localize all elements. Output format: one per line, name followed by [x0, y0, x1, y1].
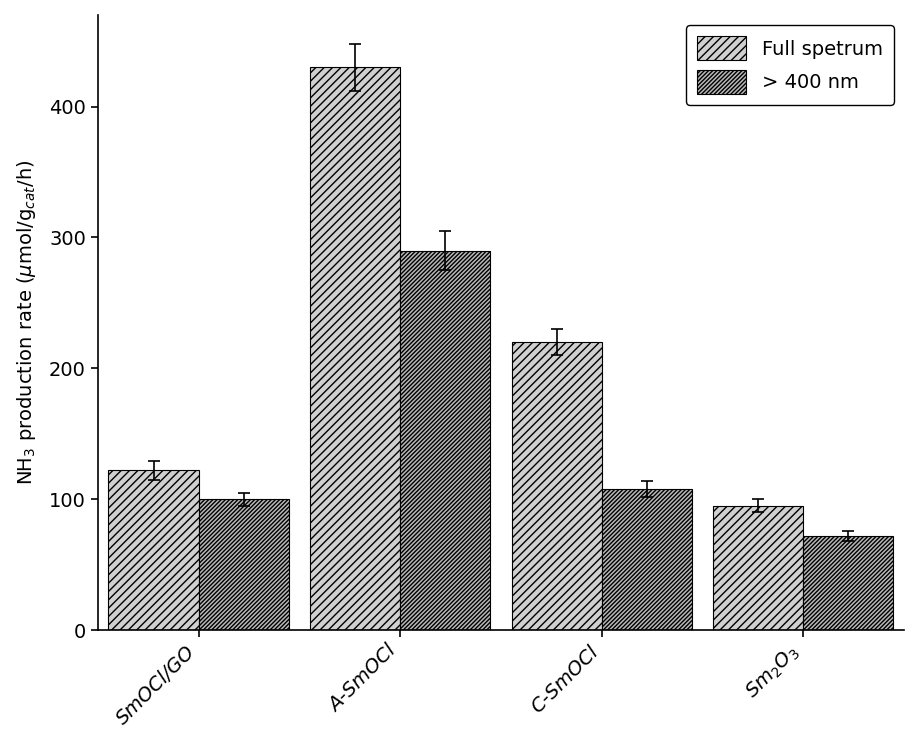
Y-axis label: NH$_3$ production rate ($\mu$mol/g$_{cat}$/h): NH$_3$ production rate ($\mu$mol/g$_{cat…	[15, 160, 38, 485]
Bar	[512, 342, 602, 630]
Bar	[108, 470, 199, 630]
Bar	[310, 68, 400, 630]
Bar	[199, 499, 289, 630]
Bar	[803, 536, 893, 630]
Bar	[400, 250, 490, 630]
Legend: Full spetrum, > 400 nm: Full spetrum, > 400 nm	[686, 25, 894, 106]
Bar	[602, 489, 692, 630]
Bar	[713, 506, 803, 630]
